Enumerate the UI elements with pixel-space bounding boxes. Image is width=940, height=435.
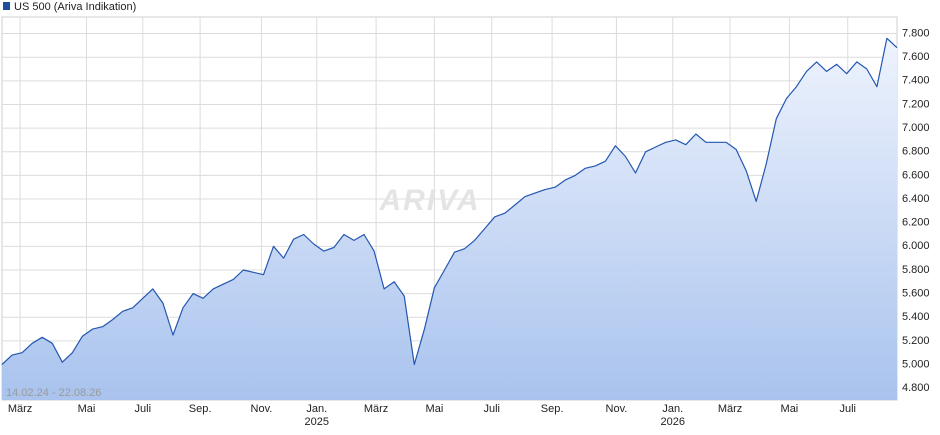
y-tick-label: 7.600	[902, 51, 930, 63]
x-tick-label: März	[718, 403, 742, 415]
y-tick-label: 7.800	[902, 27, 930, 39]
legend-swatch	[3, 2, 10, 10]
x-tick-label: Nov.	[606, 403, 628, 415]
x-tick-label: Sep.	[189, 403, 212, 415]
range-label: 14.02.24 - 22.08.26	[6, 387, 101, 399]
x-tick-label: März	[364, 403, 388, 415]
y-tick-label: 5.200	[902, 335, 930, 347]
y-tick-label: 7.400	[902, 75, 930, 87]
watermark: ARIVA	[378, 184, 480, 217]
y-tick-label: 5.600	[902, 288, 930, 300]
y-tick-label: 6.200	[902, 217, 930, 229]
legend-label: US 500 (Ariva Indikation)	[14, 1, 136, 13]
x-tick-label: Juli	[839, 403, 856, 415]
x-tick-label: Nov.	[251, 403, 273, 415]
x-tick-label: Mai	[781, 403, 799, 415]
y-tick-label: 6.800	[902, 146, 930, 158]
labels: 4.800 5.000 5.200 5.400 5.600 5.800 6.000 6.200…	[8, 27, 930, 427]
x-tick-label: Juli	[135, 403, 152, 415]
year-label: 2025	[305, 416, 329, 428]
year-label: 2026	[661, 416, 685, 428]
y-tick-label: 6.600	[902, 169, 930, 181]
x-tick-label: Mai	[426, 403, 444, 415]
y-tick-label: 6.000	[902, 240, 930, 252]
y-tick-label: 7.200	[902, 98, 930, 110]
x-tick-label: Mai	[78, 403, 96, 415]
y-tick-label: 4.800	[902, 382, 930, 394]
x-tick-label: Sep.	[541, 403, 564, 415]
area	[2, 38, 897, 401]
y-tick-label: 7.000	[902, 122, 930, 134]
y-tick-label: 5.400	[902, 311, 930, 323]
x-tick-label: Jan.	[662, 403, 683, 415]
line	[1, 37, 898, 366]
y-tick-label: 6.400	[902, 193, 930, 205]
y-tick-label: 5.800	[902, 264, 930, 276]
x-tick-label: Juli	[483, 403, 500, 415]
x-tick-label: März	[8, 403, 32, 415]
x-tick-label: Jan.	[306, 403, 327, 415]
y-tick-label: 5.000	[902, 358, 930, 370]
marks	[1, 37, 898, 401]
